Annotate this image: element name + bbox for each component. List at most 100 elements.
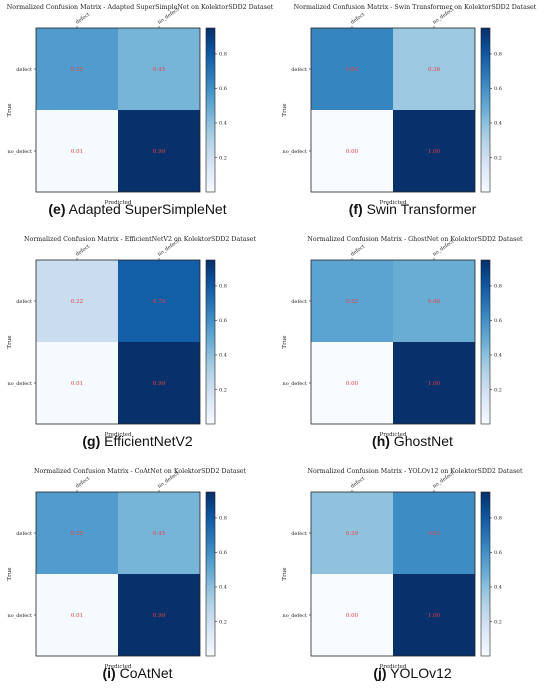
cell-value-label: 0.55 (71, 67, 84, 73)
subfigure-tag: (g) (82, 433, 101, 449)
x-axis-label: Predicted (380, 200, 407, 206)
y-tick-label: defect (291, 299, 307, 305)
colorbar-tick-label: 0.4 (494, 585, 502, 591)
colorbar-tick-label: 0.4 (494, 121, 502, 127)
confusion-matrix-panel: Normalized Confusion Matrix - Adapted Su… (0, 0, 275, 232)
colorbar-tick-label: 0.6 (494, 86, 502, 92)
heatmap-cell (36, 342, 118, 424)
confusion-matrix-chart: Normalized Confusion Matrix - Adapted Su… (7, 4, 274, 206)
colorbar (205, 491, 216, 657)
confusion-matrix-panel: Normalized Confusion Matrix - GhostNet o… (275, 232, 550, 464)
subfigure-tag: (i) (102, 665, 116, 681)
colorbar-tick-label: 0.4 (219, 353, 227, 359)
subfigure-name: CoAtNet (115, 665, 173, 681)
y-axis-label: True (7, 335, 13, 348)
colorbar-tick-label: 0.2 (219, 155, 227, 161)
colorbar-tick-label: 0.6 (494, 318, 502, 324)
heatmap-cell (118, 110, 200, 192)
colorbar-tick-label: 0.4 (219, 585, 227, 591)
cell-value-label: 0.45 (153, 67, 166, 73)
x-axis-label: Predicted (105, 664, 132, 670)
y-tick-label: defect (16, 299, 32, 305)
subfigure-caption: (g) EfficientNetV2 (0, 433, 275, 449)
x-tick-label: defect (75, 476, 91, 490)
heatmap-cell (311, 110, 393, 192)
plot-frame (310, 259, 476, 425)
heatmap-cell (393, 260, 475, 342)
cell-value-label: 0.36 (428, 67, 441, 73)
cell-value-label: 0.99 (153, 613, 166, 619)
confusion-matrix-panel: Normalized Confusion Matrix - EfficientN… (0, 232, 275, 464)
y-axis-label: True (7, 567, 13, 580)
y-tick-label: no_defect (7, 149, 32, 155)
heatmap-cell (118, 574, 200, 656)
x-tick-label: defect (75, 244, 91, 258)
cell-value-label: 0.01 (71, 613, 83, 619)
colorbar-tick-label: 0.2 (494, 155, 502, 161)
y-tick-label: no_defect (7, 381, 32, 387)
cell-value-label: 1.00 (428, 613, 441, 619)
x-tick-label: defect (350, 476, 366, 490)
cell-value-label: 0.48 (428, 299, 441, 305)
heatmap-cell (393, 342, 475, 424)
colorbar-tick-label: 0.8 (494, 516, 502, 522)
cell-value-label: 0.52 (346, 299, 358, 305)
colorbar-tick-label: 0.8 (494, 284, 502, 290)
colorbar (205, 259, 216, 425)
y-tick-label: no_defect (7, 613, 32, 619)
colorbar-tick-label: 0.4 (494, 353, 502, 359)
x-axis-label: Predicted (380, 432, 407, 438)
cell-value-label: 0.78 (153, 299, 166, 305)
heatmap-cell (118, 342, 200, 424)
heatmap-cell (36, 260, 118, 342)
heatmap-cell (393, 28, 475, 110)
y-tick-label: no_defect (282, 613, 307, 619)
cell-value-label: 0.55 (71, 531, 84, 537)
chart-title: Normalized Confusion Matrix - Swin Trans… (294, 4, 537, 11)
cell-value-label: 0.39 (346, 531, 359, 537)
plot-frame (35, 27, 201, 193)
colorbar (480, 27, 491, 193)
x-tick-label: defect (75, 12, 91, 26)
heatmap-cell (36, 28, 118, 110)
cell-value-label: 0.01 (71, 381, 83, 387)
heatmap-cell (36, 492, 118, 574)
x-axis-label: Predicted (105, 200, 132, 206)
heatmap-cell (36, 110, 118, 192)
heatmap-cell (118, 492, 200, 574)
colorbar-tick-label: 0.8 (494, 52, 502, 58)
y-axis-label: True (282, 103, 288, 116)
subfigure-tag: (j) (373, 665, 387, 681)
chart-title: Normalized Confusion Matrix - EfficientN… (24, 236, 257, 243)
colorbar-tick-label: 0.8 (219, 284, 227, 290)
heatmap-cell (36, 574, 118, 656)
subfigure-caption: (j) YOLOv12 (275, 665, 550, 681)
heatmap-cell (311, 28, 393, 110)
x-axis-label: Predicted (380, 664, 407, 670)
subfigure-tag: (h) (372, 433, 390, 449)
plot-frame (310, 491, 476, 657)
colorbar-tick-label: 0.6 (494, 550, 502, 556)
cell-value-label: 0.45 (153, 531, 166, 537)
x-tick-label: defect (350, 244, 366, 258)
confusion-matrix-panel: Normalized Confusion Matrix - Swin Trans… (275, 0, 550, 232)
cell-value-label: 0.99 (153, 381, 166, 387)
colorbar-tick-label: 0.2 (494, 619, 502, 625)
heatmap-cell (311, 260, 393, 342)
cell-value-label: 0.00 (346, 613, 359, 619)
subfigure-tag: (e) (48, 201, 66, 217)
cell-value-label: 0.64 (346, 67, 359, 73)
confusion-matrix-chart: Normalized Confusion Matrix - CoAtNet on… (7, 468, 247, 670)
y-tick-label: no_defect (282, 381, 307, 387)
subfigure-name: GhostNet (389, 433, 453, 449)
subfigure-name: Adapted SuperSimpleNet (65, 201, 227, 217)
y-tick-label: defect (291, 531, 307, 537)
heatmap-cell (118, 28, 200, 110)
cell-value-label: 0.22 (71, 299, 83, 305)
chart-title: Normalized Confusion Matrix - YOLOv12 on… (307, 468, 522, 475)
colorbar-tick-label: 0.8 (219, 516, 227, 522)
y-tick-label: no_defect (282, 149, 307, 155)
cell-value-label: 1.00 (428, 381, 441, 387)
chart-title: Normalized Confusion Matrix - Adapted Su… (7, 4, 274, 11)
cell-value-label: 0.61 (428, 531, 440, 537)
